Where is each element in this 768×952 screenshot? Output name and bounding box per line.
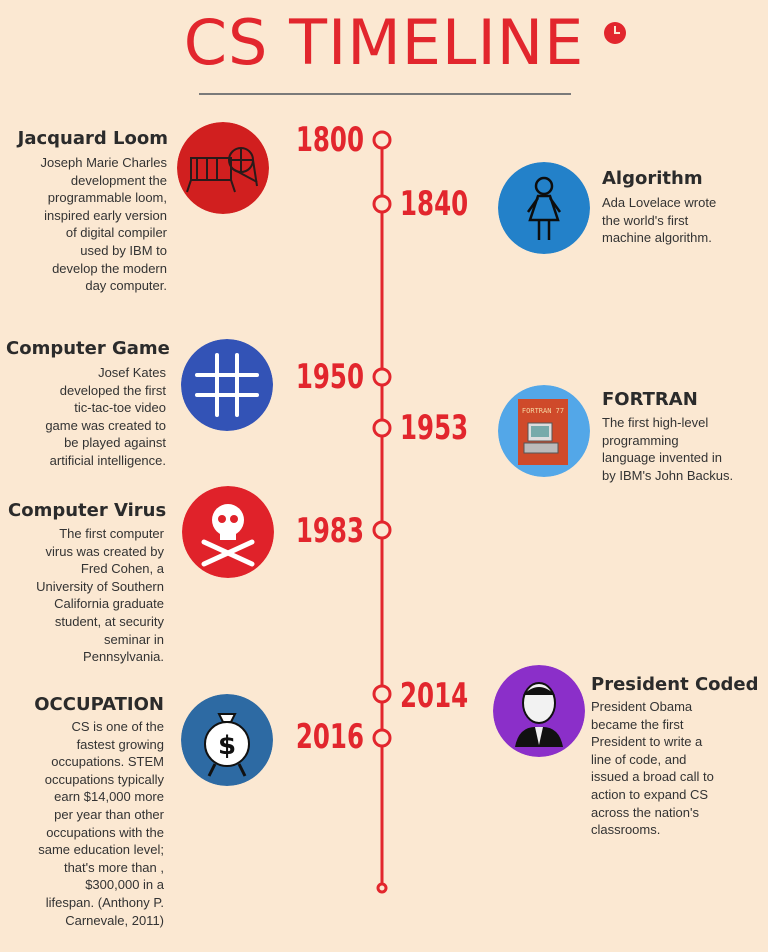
year-1950: 1950 <box>295 357 364 397</box>
event-title-president-coded: President Coded <box>591 674 759 695</box>
money-bag-icon: $ <box>181 694 273 786</box>
timeline-axis <box>372 130 392 894</box>
year-1840: 1840 <box>400 184 469 224</box>
title-divider <box>199 93 571 95</box>
timeline-node-1983 <box>372 520 392 540</box>
event-title-jacquard-loom: Jacquard Loom <box>17 128 168 149</box>
event-desc-president-coded: President Obama became the first Preside… <box>591 699 714 838</box>
year-2014: 2014 <box>400 676 469 716</box>
skull-crossbones-icon <box>182 486 274 578</box>
event-title-computer-game: Computer Game <box>6 338 170 359</box>
timeline-node-1840 <box>372 194 392 214</box>
timeline-node-2014 <box>372 684 392 704</box>
event-desc-algorithm: Ada Lovelace wrote the world's first mac… <box>602 195 717 246</box>
timeline-node-1953 <box>372 418 392 438</box>
event-title-algorithm: Algorithm <box>602 168 703 189</box>
year-1800: 1800 <box>295 120 364 160</box>
event-desc-occupation: CS is one of the fastest growing occupat… <box>38 719 164 928</box>
event-title-occupation: OCCUPATION <box>34 694 164 715</box>
year-1983: 1983 <box>295 511 364 551</box>
year-1953: 1953 <box>400 408 469 448</box>
year-2016: 2016 <box>295 717 364 757</box>
event-desc-jacquard-loom: Joseph Marie Charles development the pro… <box>40 155 167 294</box>
fortran-manual-icon: FORTRAN 77 <box>498 385 590 477</box>
event-desc-fortran: The first high-level programming languag… <box>602 415 734 483</box>
clock-icon <box>604 22 626 44</box>
timeline-node-1950 <box>372 367 392 387</box>
president-portrait-icon <box>493 665 585 757</box>
event-title-fortran: FORTRAN <box>602 389 698 410</box>
woman-icon <box>498 162 590 254</box>
event-title-computer-virus: Computer Virus <box>8 500 167 521</box>
event-desc-computer-virus: The first computer virus was created by … <box>36 526 164 665</box>
tic-tac-toe-icon <box>181 339 273 431</box>
timeline-end-node <box>376 882 388 894</box>
page-title: CS TIMELINE <box>183 6 585 79</box>
event-desc-computer-game: Josef Kates developed the first tic-tac-… <box>45 365 166 468</box>
fortran-manual-label: FORTRAN 77 <box>522 407 564 415</box>
loom-icon <box>177 122 269 214</box>
money-bag-symbol: $ <box>218 731 236 761</box>
timeline-node-1800 <box>372 130 392 150</box>
timeline-node-2016 <box>372 728 392 748</box>
